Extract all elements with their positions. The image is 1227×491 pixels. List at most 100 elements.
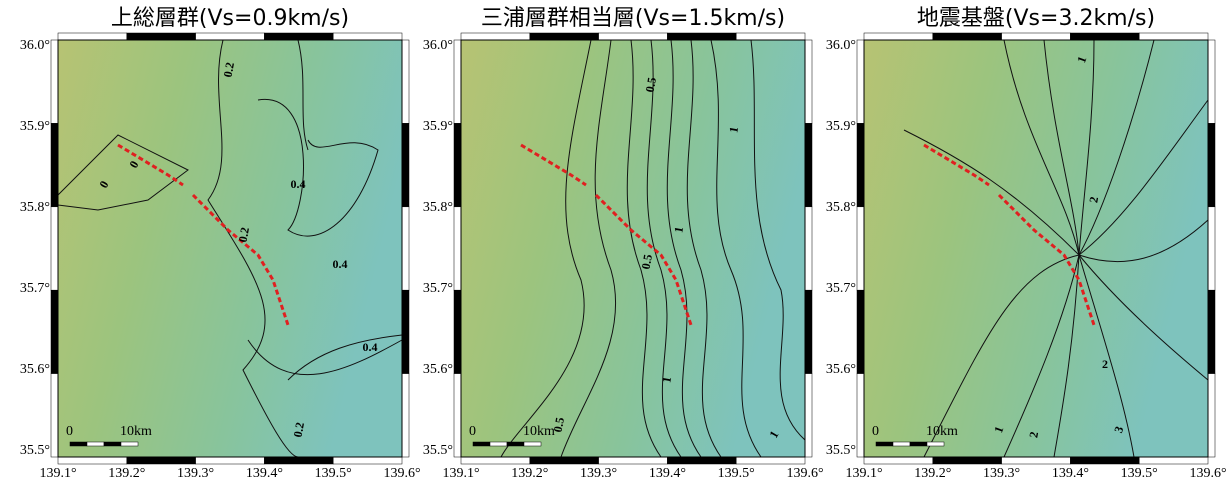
panel-title: 三浦層群相当層(Vs=1.5km/s): [481, 6, 785, 31]
x-tick-label: 139.5°: [1121, 466, 1158, 481]
terrain: [864, 40, 1208, 457]
scale-segment: [876, 442, 893, 446]
frame-bar: [933, 457, 1002, 464]
frame-bar: [454, 374, 461, 457]
frame-bar: [857, 40, 864, 123]
frame-bar: [805, 207, 812, 290]
scale-segment: [927, 442, 944, 446]
frame-bar: [1002, 33, 1071, 40]
y-tick-label: 35.7°: [423, 281, 453, 296]
frame-bar: [402, 290, 409, 373]
frame-bar: [857, 374, 864, 457]
x-tick-label: 139.1°: [39, 466, 76, 481]
frame-bar: [51, 207, 58, 290]
frame-bar: [864, 33, 933, 40]
frame-bar: [333, 457, 402, 464]
x-tick-label: 139.5°: [718, 466, 755, 481]
frame-bar: [530, 33, 599, 40]
scale-label: 0: [66, 424, 73, 439]
frame-bar: [127, 33, 196, 40]
frame-bar: [805, 40, 812, 123]
frame-bar: [196, 457, 265, 464]
y-tick-label: 35.9°: [20, 119, 50, 134]
frame-bar: [1208, 374, 1215, 457]
frame-bar: [454, 290, 461, 373]
contour-label: 0.2: [236, 226, 252, 243]
frame-bar: [51, 374, 58, 457]
frame-bar: [402, 207, 409, 290]
frame-bar: [1208, 40, 1215, 123]
figure: 上総層群(Vs=0.9km/s)000.20.40.20.40.40.236.0…: [0, 0, 1227, 486]
frame-bar: [1002, 457, 1071, 464]
frame-bar: [402, 40, 409, 123]
scale-label: 10km: [523, 424, 555, 439]
frame-bar: [51, 290, 58, 373]
scale-label: 10km: [926, 424, 958, 439]
x-tick-label: 139.6°: [1189, 466, 1226, 481]
terrain: [461, 40, 805, 457]
frame-bar: [127, 457, 196, 464]
frame-bar: [1208, 207, 1215, 290]
x-tick-label: 139.3°: [177, 466, 214, 481]
x-tick-label: 139.4°: [649, 466, 686, 481]
y-tick-label: 35.6°: [20, 362, 50, 377]
x-tick-label: 139.1°: [442, 466, 479, 481]
y-tick-label: 35.8°: [423, 200, 453, 215]
frame-bar: [805, 123, 812, 206]
frame-bar: [402, 123, 409, 206]
frame-bar: [1070, 33, 1139, 40]
y-tick-label: 35.5°: [20, 443, 50, 458]
y-tick-label: 35.5°: [423, 443, 453, 458]
frame-bar: [1208, 290, 1215, 373]
y-tick-label: 35.8°: [20, 200, 50, 215]
x-tick-label: 139.2°: [511, 466, 548, 481]
frame-bar: [51, 40, 58, 123]
y-tick-label: 35.9°: [423, 119, 453, 134]
contour-label: 0.4: [333, 257, 348, 271]
frame-bar: [264, 33, 333, 40]
map-panel: 上総層群(Vs=0.9km/s)000.20.40.20.40.40.236.0…: [20, 6, 421, 481]
scale-label: 0: [872, 424, 879, 439]
x-tick-label: 139.4°: [1052, 466, 1089, 481]
x-tick-label: 139.6°: [383, 466, 420, 481]
frame-bar: [58, 33, 127, 40]
x-tick-label: 139.5°: [315, 466, 352, 481]
y-tick-label: 36.0°: [826, 38, 856, 53]
frame-bar: [333, 33, 402, 40]
x-tick-label: 139.3°: [580, 466, 617, 481]
x-tick-label: 139.1°: [845, 466, 882, 481]
frame-bar: [857, 123, 864, 206]
frame-bar: [736, 33, 805, 40]
scale-segment: [87, 442, 104, 446]
frame-bar: [454, 123, 461, 206]
scale-segment: [473, 442, 490, 446]
frame-bar: [51, 123, 58, 206]
contour-label: 0.4: [363, 340, 378, 354]
frame-bar: [461, 33, 530, 40]
frame-bar: [933, 33, 1002, 40]
frame-bar: [1208, 123, 1215, 206]
scale-segment: [893, 442, 910, 446]
scale-segment: [104, 442, 121, 446]
panel-title: 地震基盤(Vs=3.2km/s): [917, 6, 1155, 31]
frame-bar: [1139, 457, 1208, 464]
y-tick-label: 35.9°: [826, 119, 856, 134]
frame-bar: [58, 457, 127, 464]
contour-label: 0.2: [291, 421, 307, 438]
contour-label: 2: [1102, 357, 1108, 371]
panel-title: 上総層群(Vs=0.9km/s): [111, 6, 349, 31]
frame-bar: [736, 457, 805, 464]
scale-segment: [70, 442, 87, 446]
frame-bar: [1139, 33, 1208, 40]
map-panel: 地震基盤(Vs=3.2km/s)12212336.0°35.9°35.8°35.…: [826, 6, 1227, 481]
frame-bar: [599, 457, 668, 464]
frame-bar: [530, 457, 599, 464]
x-tick-label: 139.3°: [983, 466, 1020, 481]
frame-bar: [461, 457, 530, 464]
scale-segment: [121, 442, 138, 446]
y-tick-label: 35.8°: [826, 200, 856, 215]
terrain: [58, 40, 402, 457]
y-tick-label: 35.7°: [20, 281, 50, 296]
frame-bar: [196, 33, 265, 40]
frame-bar: [599, 33, 668, 40]
